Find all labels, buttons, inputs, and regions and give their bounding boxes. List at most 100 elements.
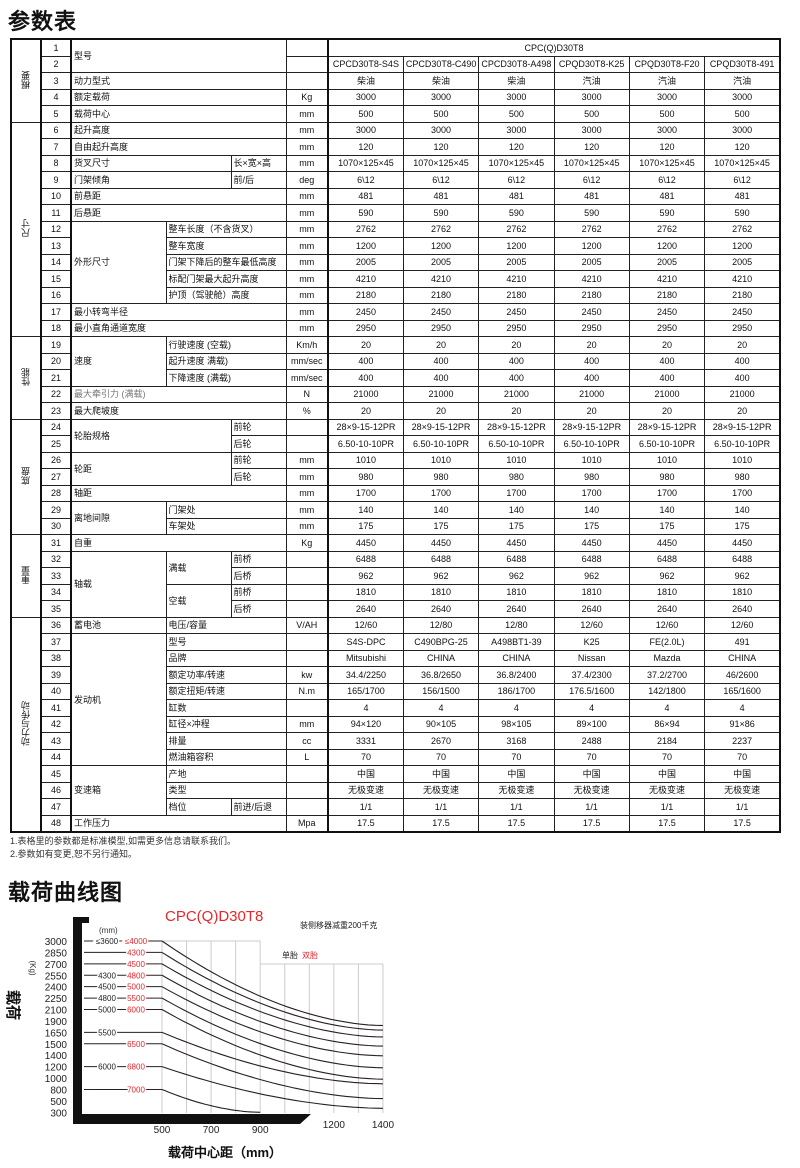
y-tick-label: 500 xyxy=(50,1097,67,1108)
load-curve xyxy=(161,1066,383,1109)
row-number: 15 xyxy=(40,270,72,288)
spec-row: 42 缸径×冲程 mm 94×120 90×105 98×105 89×100 86×94 91… xyxy=(11,715,781,733)
param-sublabel: 前轮 xyxy=(230,418,287,436)
spec-row: 动力与传动 36 蓄电池 电压/容量 V/AH 12/60 12/80 12/80 12/60 1… xyxy=(10,616,781,833)
y-tick-label: 2550 xyxy=(45,971,68,982)
row-number: 35 xyxy=(40,600,72,618)
load-curve xyxy=(161,1088,261,1113)
dual-tire-mast-label: 6800 xyxy=(127,1063,145,1072)
unit-cell: Mpa xyxy=(285,814,330,833)
dual-tire-mast-label: 5500 xyxy=(127,994,145,1003)
dual-tire-mast-label: 4300 xyxy=(127,948,145,957)
row-number: 26 xyxy=(40,451,72,469)
single-tire-mast-label: 5500 xyxy=(98,1028,116,1037)
load-curve xyxy=(161,940,383,1027)
y-tick-label: 1500 xyxy=(45,1040,68,1051)
spec-row: 40 额定扭矩/转速 N.m 165/1700 156/1500 186/1700 176.… xyxy=(11,682,781,700)
param-label: 起升高度 xyxy=(70,121,287,139)
y-tick-label: 2400 xyxy=(45,983,68,994)
dual-tire-mast-label: 4800 xyxy=(127,971,145,980)
category-cell: 概要 xyxy=(10,38,42,123)
category-cell: 尺寸 xyxy=(10,121,42,337)
single-tire-mast-label: 4300 xyxy=(98,971,116,980)
single-tire-mast-label: 5000 xyxy=(98,1006,116,1015)
dual-tire-mast-label: 7000 xyxy=(127,1085,145,1094)
spec-row: 17 最小转弯半径 mm 2450 2450 2450 2450 2450 2450 xyxy=(11,303,781,321)
chart-title-heading: 载荷曲线图 xyxy=(8,881,124,906)
spec-row: 性能 19 速度 行驶速度 (空载) Km/h 20 20 20 20 20 20 xyxy=(10,336,781,420)
dual-tire-mast-label: 6000 xyxy=(127,1006,145,1015)
row-number: 29 xyxy=(40,501,72,519)
row-number: 2 xyxy=(40,55,72,73)
spec-row: 48 工作压力 Mpa 17.5 17.5 17.5 17.5 17.5 17.5 xyxy=(11,814,781,833)
spec-row: 44 燃油箱容积 L 70 70 70 70 70 70 xyxy=(11,748,781,766)
param-sublabel: 产地 xyxy=(165,765,287,783)
category-cell: 动力与传动 xyxy=(10,616,42,833)
row-number: 33 xyxy=(40,567,72,585)
value-cell: 17.5 xyxy=(553,814,630,833)
load-curve xyxy=(161,997,383,1069)
spec-row: 41 缸数 4 4 4 4 4 4 xyxy=(11,699,781,717)
spec-row: 3 动力型式 柴油 柴油 柴油 汽油 汽油 汽油 xyxy=(11,72,781,90)
spec-row: 11 后悬距 mm 590 590 590 590 590 590 xyxy=(11,204,781,222)
load-curve xyxy=(161,986,383,1057)
param-label: 型号 xyxy=(70,38,287,73)
dual-tire-mast-label: 4500 xyxy=(127,960,145,969)
param-label: 速度 xyxy=(70,336,167,387)
y-tick-label: 1900 xyxy=(45,1017,68,1028)
y-tick-label: 3000 xyxy=(45,937,68,948)
row-number: 19 xyxy=(40,336,72,354)
spec-table: 概要 1 型号 CPC(Q)D30T8 2 CPCD30T8-S4S CPCD30T8-C4… xyxy=(10,38,781,833)
y-tick-label: 1200 xyxy=(45,1063,68,1074)
param-sublabel: 品牌 xyxy=(165,649,287,667)
spec-row: 重量 31 自重 Kg 4450 4450 4450 4450 4450 4450 xyxy=(10,534,781,618)
spec-row: 21 下降速度 (满载) mm/sec 400 400 400 400 400 400 xyxy=(11,369,781,387)
param-label: 发动机 xyxy=(70,633,167,766)
spec-row: 16 护顶（驾驶舱）高度 mm 2180 2180 2180 2180 2180 2180 xyxy=(11,286,781,304)
value-cell: 17.5 xyxy=(704,814,781,833)
row-number: 12 xyxy=(40,220,72,238)
y-tick-label: 300 xyxy=(50,1108,67,1119)
param-label: 外形尺寸 xyxy=(70,220,167,304)
y-tick-label: 2850 xyxy=(45,948,68,959)
dual-tire-mast-label: 5000 xyxy=(127,983,145,992)
unit-cell: mm xyxy=(285,220,330,238)
x-tick-label: 1200 xyxy=(323,1120,346,1131)
spec-row: 32 轴载 满载 前桥 6488 6488 6488 6488 6488 6488 xyxy=(11,550,781,618)
spec-row: 尺寸 6 起升高度 mm 3000 3000 3000 3000 3000 3000 xyxy=(10,121,781,337)
note-1: 1.表格里的参数都是标准模型,如需更多信息请联系我们。 xyxy=(10,836,237,846)
spec-title: 参数表 xyxy=(8,10,78,35)
single-tire-mast-label: 4500 xyxy=(98,983,116,992)
category-cell: 底盘 xyxy=(10,418,42,535)
y-tick-label: 2250 xyxy=(45,994,68,1005)
legend-single-tire: 单胎 xyxy=(282,950,298,960)
chart-annotation: 装侧移器减重200千克 xyxy=(300,920,377,930)
chart-title: CPC(Q)D30T8 xyxy=(165,908,263,925)
spec-row: 26 轮距 前轮 mm 1010 1010 1010 1010 1010 1010 xyxy=(11,451,781,486)
x-tick-label: 1400 xyxy=(372,1120,395,1131)
spec-row: 8 货叉尺寸 长×宽×高 mm 1070×125×45 1070×125×45 1070×1… xyxy=(11,154,781,172)
load-curve xyxy=(161,1009,383,1080)
spec-row: 38 品牌 Mitsubishi CHINA CHINA Nissan Mazda CHINA xyxy=(11,649,781,667)
y-tick-label: 2100 xyxy=(45,1006,68,1017)
spec-row: 30 车架处 mm 175 175 175 175 175 175 xyxy=(11,517,781,535)
dual-tire-mast-label: 6500 xyxy=(127,1040,145,1049)
spec-row: 35 后桥 2640 2640 2640 2640 2640 2640 xyxy=(11,600,781,618)
row-number: 44 xyxy=(40,748,72,766)
load-curve xyxy=(161,974,383,1047)
model-series-cell: CPC(Q)D30T8 xyxy=(327,38,781,57)
mast-unit-label: (mm) xyxy=(99,926,118,935)
load-curve xyxy=(161,951,383,1031)
row-number: 18 xyxy=(40,319,72,337)
x-tick-label: 700 xyxy=(203,1125,220,1136)
y-unit-label: (Kg) xyxy=(28,960,37,975)
y-axis-label: 载荷 xyxy=(4,990,22,1020)
x-axis-label: 载荷中心距（mm） xyxy=(168,1145,282,1160)
load-curve xyxy=(161,1031,383,1085)
spec-row: 37 发动机 型号 S4S-DPC C490BPG-25 A498BT1-39 K25 FE(… xyxy=(11,633,781,766)
spec-row: 概要 1 型号 CPC(Q)D30T8 xyxy=(10,38,781,123)
row-number: 3 xyxy=(40,72,72,90)
param-sublabel: 满载 xyxy=(165,550,232,585)
single-tire-mast-label: 4800 xyxy=(98,994,116,1003)
